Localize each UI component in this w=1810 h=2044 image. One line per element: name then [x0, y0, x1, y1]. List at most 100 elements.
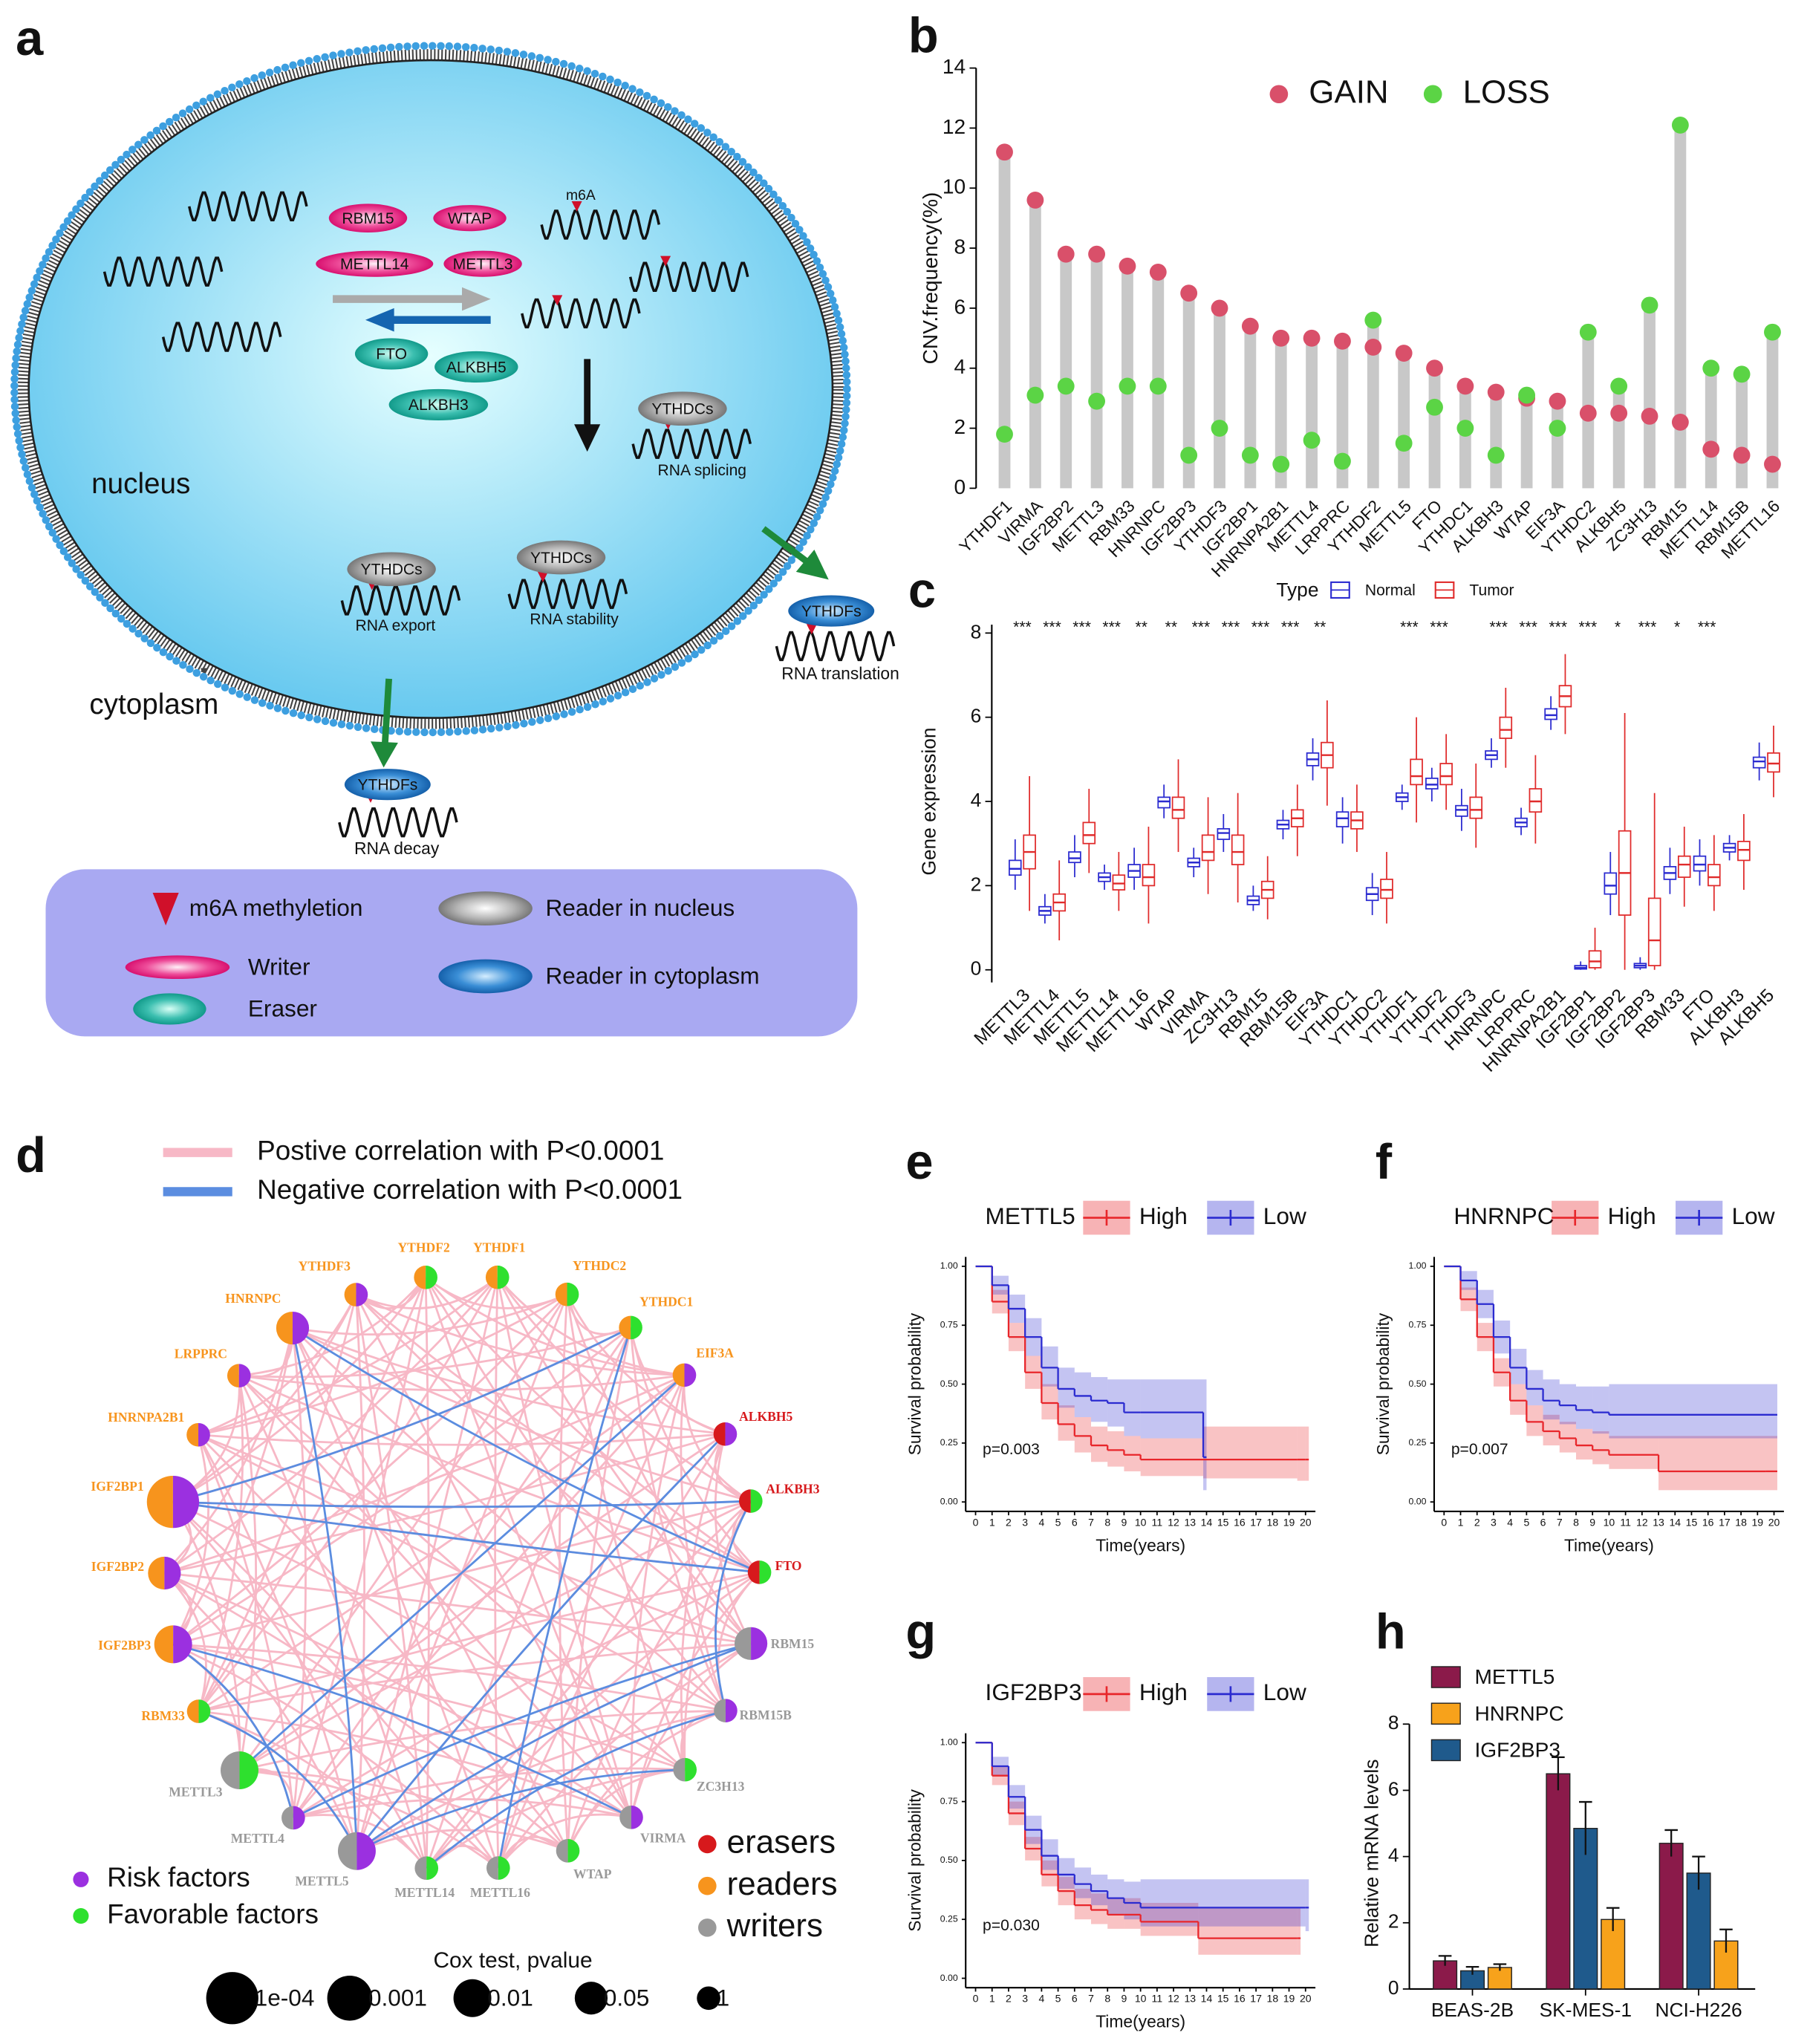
legend-label: High: [1608, 1202, 1656, 1229]
y-tick-label: 6: [954, 295, 966, 318]
legend-title: Type: [1276, 579, 1318, 601]
y-tick-label: 8: [1388, 1711, 1399, 1734]
membrane-head: [42, 254, 50, 263]
membrane-head: [165, 117, 174, 126]
m6a-site: [571, 201, 582, 212]
membrane-head: [19, 457, 28, 465]
stem: [1029, 200, 1041, 489]
node-label: RBM15: [771, 1636, 815, 1651]
membrane-head: [23, 470, 32, 479]
membrane-head: [462, 726, 470, 735]
membrane-head: [30, 280, 39, 288]
molecule: [434, 351, 518, 383]
membrane-head: [221, 86, 229, 95]
confidence-band: [1305, 1426, 1309, 1481]
membrane-head: [818, 500, 827, 508]
network-edge: [172, 1643, 295, 1818]
membrane-head: [636, 681, 645, 690]
membrane-head: [486, 45, 495, 53]
dot: [1702, 359, 1720, 377]
confidence-band: [1526, 1370, 1543, 1406]
box: [1752, 756, 1766, 769]
network-edge: [355, 1293, 685, 1376]
node-group-half: [281, 1806, 293, 1830]
membrane-head: [152, 126, 161, 135]
network-edge: [172, 1293, 568, 1645]
membrane-head: [258, 699, 267, 707]
membrane-head: [552, 57, 560, 66]
significance: ***: [1549, 619, 1567, 636]
membrane-head: [575, 65, 584, 73]
confidence-band: [1609, 1384, 1774, 1439]
membrane-head: [250, 74, 258, 82]
size-legend-dot: [453, 1979, 492, 2017]
legend-label: m6A methyletion: [189, 894, 363, 921]
membrane-head: [684, 654, 693, 663]
network-edge: [172, 1500, 686, 1771]
membrane-head: [273, 65, 281, 74]
membrane-head: [842, 391, 851, 400]
membrane-head: [48, 529, 57, 537]
membrane-head: [445, 42, 454, 51]
membrane-head: [172, 113, 180, 122]
network-edge: [425, 1327, 632, 1869]
membrane-head: [559, 59, 568, 68]
dot: [1395, 345, 1413, 362]
membrane-head: [827, 480, 835, 489]
panel-letter: g: [905, 1604, 936, 1659]
membrane-head: [503, 48, 512, 56]
network-edge: [683, 1375, 752, 1503]
membrane-head: [830, 302, 839, 311]
membrane-head: [806, 244, 815, 253]
membrane-head: [206, 94, 215, 102]
x-tick-label: 2: [1006, 1516, 1012, 1528]
network-edge: [198, 1277, 498, 1713]
membrane-head: [783, 562, 792, 570]
node-label: YTHDF3: [299, 1259, 351, 1274]
dot: [1487, 383, 1505, 401]
membrane-head: [91, 588, 100, 596]
membrane-head: [179, 661, 187, 669]
network-edge: [424, 1277, 727, 1712]
x-tick-label: NCI-H226: [1656, 1999, 1742, 2021]
network-edge: [426, 1571, 761, 1869]
membrane-head: [833, 460, 841, 469]
membrane-head: [56, 541, 64, 550]
box: [1469, 796, 1483, 819]
node-label: IGF2BP1: [91, 1479, 143, 1494]
node-factor-half: [293, 1806, 305, 1830]
y-axis-label: CNV.frequency(%): [919, 192, 942, 365]
diagram-label: RNA splicing: [658, 462, 747, 479]
legend-swatch: [1430, 1702, 1461, 1725]
membrane-head: [185, 105, 194, 114]
membrane-head: [18, 320, 26, 328]
node-group-half: [186, 1699, 199, 1723]
box: [1217, 828, 1231, 840]
x-tick-label: 5: [1055, 1516, 1061, 1528]
membrane-head: [15, 437, 23, 445]
membrane-head: [544, 714, 553, 723]
dot: [1610, 404, 1628, 422]
molecule-label: METTL14: [340, 256, 409, 273]
bar: [1658, 1843, 1684, 1990]
significance: ***: [1698, 619, 1716, 636]
dot: [996, 426, 1013, 443]
node-label: IGF2BP2: [91, 1559, 144, 1574]
dot: [1303, 432, 1321, 449]
y-tick-label: 8: [971, 620, 982, 642]
network-edge: [172, 1643, 632, 1819]
node-group-half: [555, 1282, 567, 1306]
network-edge: [198, 1374, 686, 1713]
stem: [1612, 385, 1625, 489]
y-tick-label: 0.75: [940, 1796, 958, 1806]
membrane-head: [395, 727, 404, 735]
confidence-band: [1305, 1879, 1309, 1932]
dot: [1671, 116, 1689, 134]
molecule-label: YTHDCs: [530, 550, 592, 567]
membrane-head: [91, 182, 99, 191]
dot: [1549, 392, 1566, 410]
membrane-head: [650, 674, 659, 683]
membrane-head: [841, 357, 850, 365]
network-edge: [197, 1434, 358, 1852]
y-tick-label: 0.75: [1409, 1320, 1427, 1330]
